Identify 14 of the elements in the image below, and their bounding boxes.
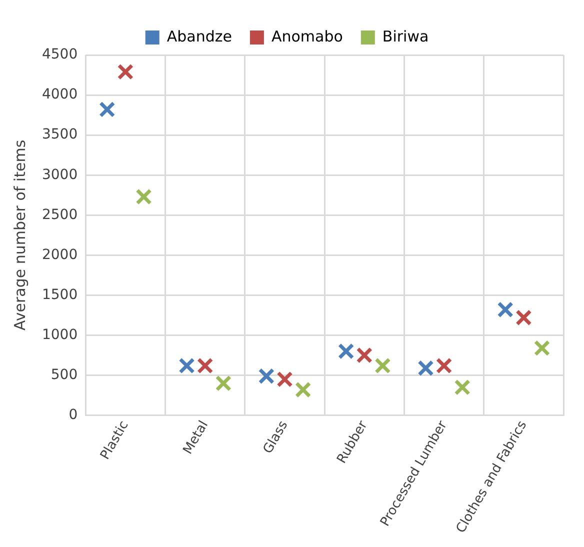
y-tick-label: 0 — [68, 406, 78, 423]
y-tick-label: 3000 — [42, 166, 78, 183]
y-tick-label: 4500 — [42, 46, 78, 63]
y-tick-label: 2500 — [42, 206, 78, 223]
legend-label: Biriwa — [382, 27, 429, 46]
y-tick-label: 1500 — [42, 286, 78, 303]
y-tick-label: 2000 — [42, 246, 78, 263]
y-axis-title: Average number of items — [10, 140, 29, 330]
legend-label: Abandze — [166, 27, 232, 46]
y-tick-label: 3500 — [42, 126, 78, 143]
y-tick-label: 4000 — [42, 86, 78, 103]
legend-label: Anomabo — [271, 27, 343, 46]
y-tick-label: 1000 — [42, 326, 78, 343]
y-tick-label: 500 — [50, 366, 78, 383]
